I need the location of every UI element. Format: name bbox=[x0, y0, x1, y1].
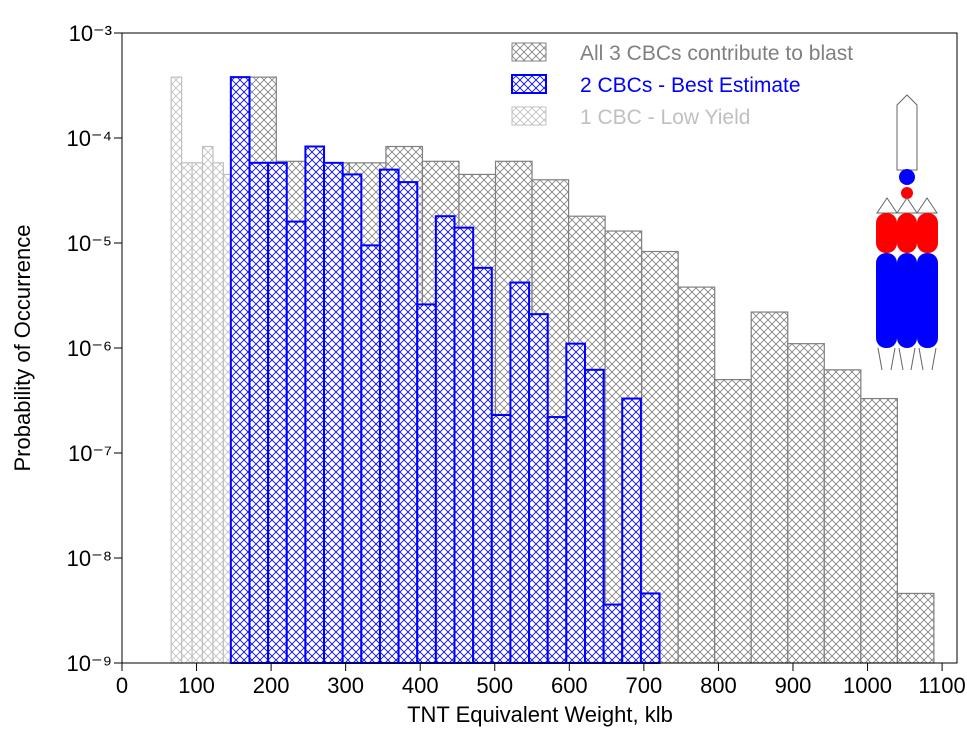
bar bbox=[823, 369, 862, 664]
x-tick-label: 300 bbox=[327, 673, 364, 698]
bar bbox=[639, 592, 661, 664]
x-tick-label: 1000 bbox=[843, 673, 892, 698]
bar bbox=[170, 76, 183, 664]
bar bbox=[621, 397, 642, 664]
bar bbox=[453, 226, 475, 664]
bar bbox=[896, 592, 935, 664]
bar bbox=[181, 162, 193, 664]
bar bbox=[212, 162, 224, 664]
bar bbox=[323, 161, 344, 664]
y-tick-label: 10⁻⁵ bbox=[67, 231, 112, 256]
bar bbox=[416, 303, 437, 664]
bar bbox=[528, 313, 549, 664]
x-tick-label: 0 bbox=[116, 673, 128, 698]
bar bbox=[750, 311, 789, 664]
bar bbox=[378, 168, 400, 664]
rocket-icon bbox=[876, 94, 938, 371]
x-tick-label: 1100 bbox=[918, 673, 965, 698]
legend-text: All 3 CBCs contribute to blast bbox=[580, 42, 853, 65]
y-tick-label: 10⁻⁷ bbox=[68, 441, 112, 466]
bar bbox=[490, 414, 512, 665]
bar bbox=[229, 76, 251, 664]
bar bbox=[201, 145, 214, 664]
bar bbox=[304, 145, 326, 664]
legend-swatch bbox=[511, 106, 547, 126]
bar bbox=[787, 343, 825, 664]
y-tick-label: 10⁻⁴ bbox=[66, 126, 112, 151]
bar bbox=[714, 379, 752, 664]
bar bbox=[191, 162, 204, 664]
x-tick-label: 500 bbox=[476, 673, 513, 698]
x-tick-label: 200 bbox=[253, 673, 290, 698]
bar bbox=[360, 244, 381, 664]
y-tick-label: 10⁻⁸ bbox=[67, 546, 112, 571]
legend-swatch bbox=[511, 42, 547, 62]
bar bbox=[677, 286, 716, 664]
plot-area bbox=[170, 76, 935, 665]
bar bbox=[248, 161, 270, 664]
x-tick-label: 600 bbox=[551, 673, 588, 698]
x-tick-label: 100 bbox=[178, 673, 215, 698]
y-tick-label: 10⁻⁹ bbox=[66, 651, 112, 676]
x-tick-label: 900 bbox=[775, 673, 812, 698]
bar bbox=[565, 342, 586, 664]
bar bbox=[602, 603, 624, 665]
legend-text: 1 CBC - Low Yield bbox=[580, 106, 750, 129]
y-tick-label: 10⁻³ bbox=[69, 21, 112, 46]
legend-text: 2 CBCs - Best Estimate bbox=[580, 74, 801, 97]
bar bbox=[434, 215, 456, 664]
bar bbox=[546, 416, 568, 664]
x-axis-title: TNT Equivalent Weight, klb bbox=[407, 702, 673, 727]
bar bbox=[472, 266, 493, 664]
x-tick-label: 400 bbox=[402, 673, 439, 698]
bar bbox=[341, 173, 363, 664]
legend-swatch bbox=[511, 74, 547, 94]
bar bbox=[860, 397, 898, 664]
y-axis-title: Probability of Occurrence bbox=[10, 225, 35, 472]
bar bbox=[583, 368, 605, 664]
bar bbox=[285, 220, 307, 664]
bar bbox=[267, 161, 288, 664]
y-tick-label: 10⁻⁶ bbox=[67, 336, 112, 361]
x-tick-label: 700 bbox=[626, 673, 663, 698]
x-tick-label: 800 bbox=[700, 673, 737, 698]
bar bbox=[509, 281, 531, 664]
bar bbox=[397, 181, 419, 665]
